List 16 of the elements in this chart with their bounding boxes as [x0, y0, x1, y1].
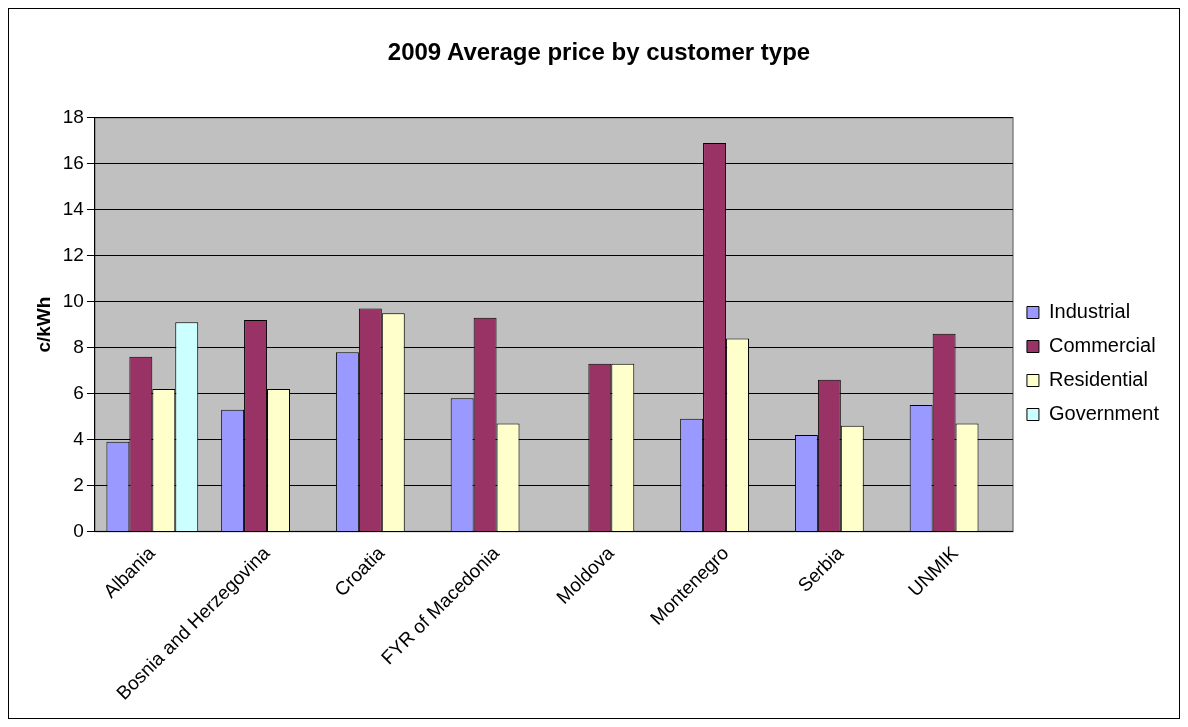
y-tick-label: 6: [73, 381, 84, 403]
y-tick-label: 18: [62, 106, 84, 128]
y-axis-title: c/kWh: [32, 296, 54, 353]
legend-label: Government: [1048, 402, 1160, 425]
y-tick-label: 10: [62, 289, 84, 311]
y-tick-label: 14: [62, 197, 85, 219]
y-tick-label: 2: [73, 473, 84, 495]
y-tick-label: 16: [62, 152, 84, 173]
y-tick-label: 12: [62, 243, 84, 265]
y-tick-label: 4: [73, 427, 85, 449]
legend-label: Industrial: [1048, 300, 1131, 323]
y-tick-label: 0: [73, 519, 84, 541]
y-tick-label: 8: [73, 335, 84, 357]
legend-label: Commercial: [1048, 334, 1156, 357]
legend-label: Residential: [1048, 368, 1148, 391]
chart-title: 2009 Average price by customer type: [387, 38, 811, 66]
